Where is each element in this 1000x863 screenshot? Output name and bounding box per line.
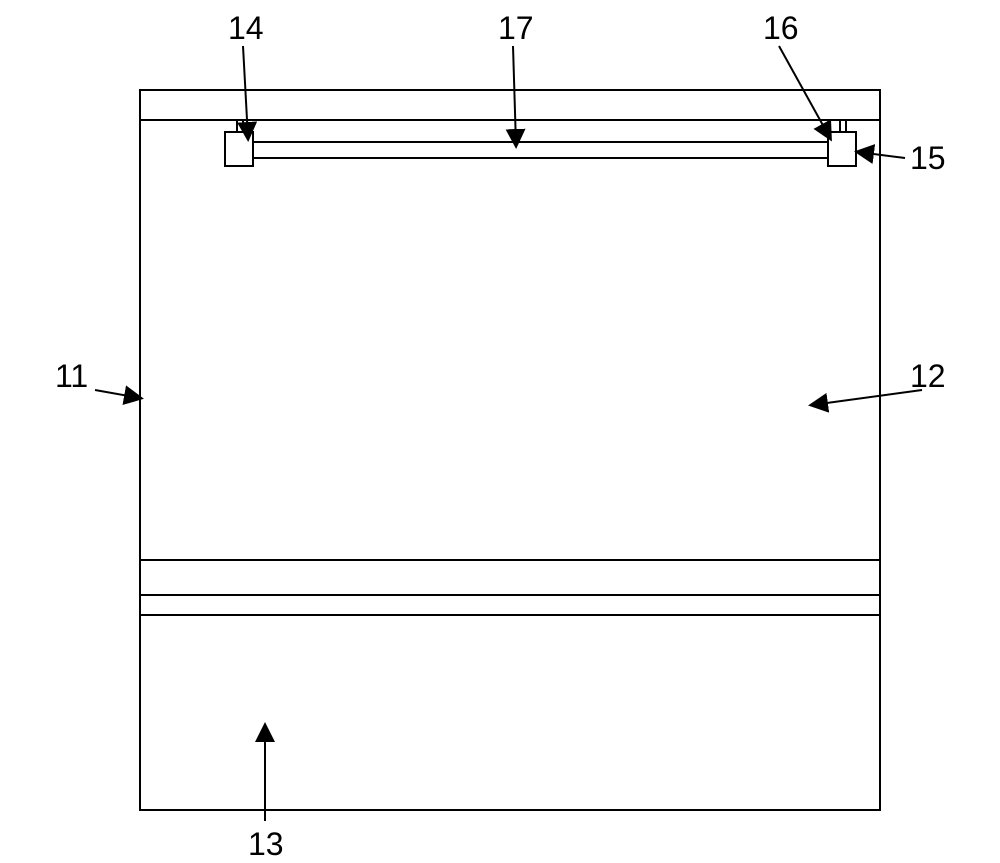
label-15: 15 bbox=[910, 140, 946, 177]
label-11: 11 bbox=[55, 358, 88, 395]
label-14: 14 bbox=[228, 10, 264, 47]
label-12: 12 bbox=[910, 358, 946, 395]
label-17: 17 bbox=[498, 10, 534, 47]
diagram-svg bbox=[0, 0, 1000, 863]
label-13: 13 bbox=[248, 826, 284, 863]
diagram-container: 14 17 16 15 11 12 13 bbox=[0, 0, 1000, 863]
label-16: 16 bbox=[763, 10, 799, 47]
